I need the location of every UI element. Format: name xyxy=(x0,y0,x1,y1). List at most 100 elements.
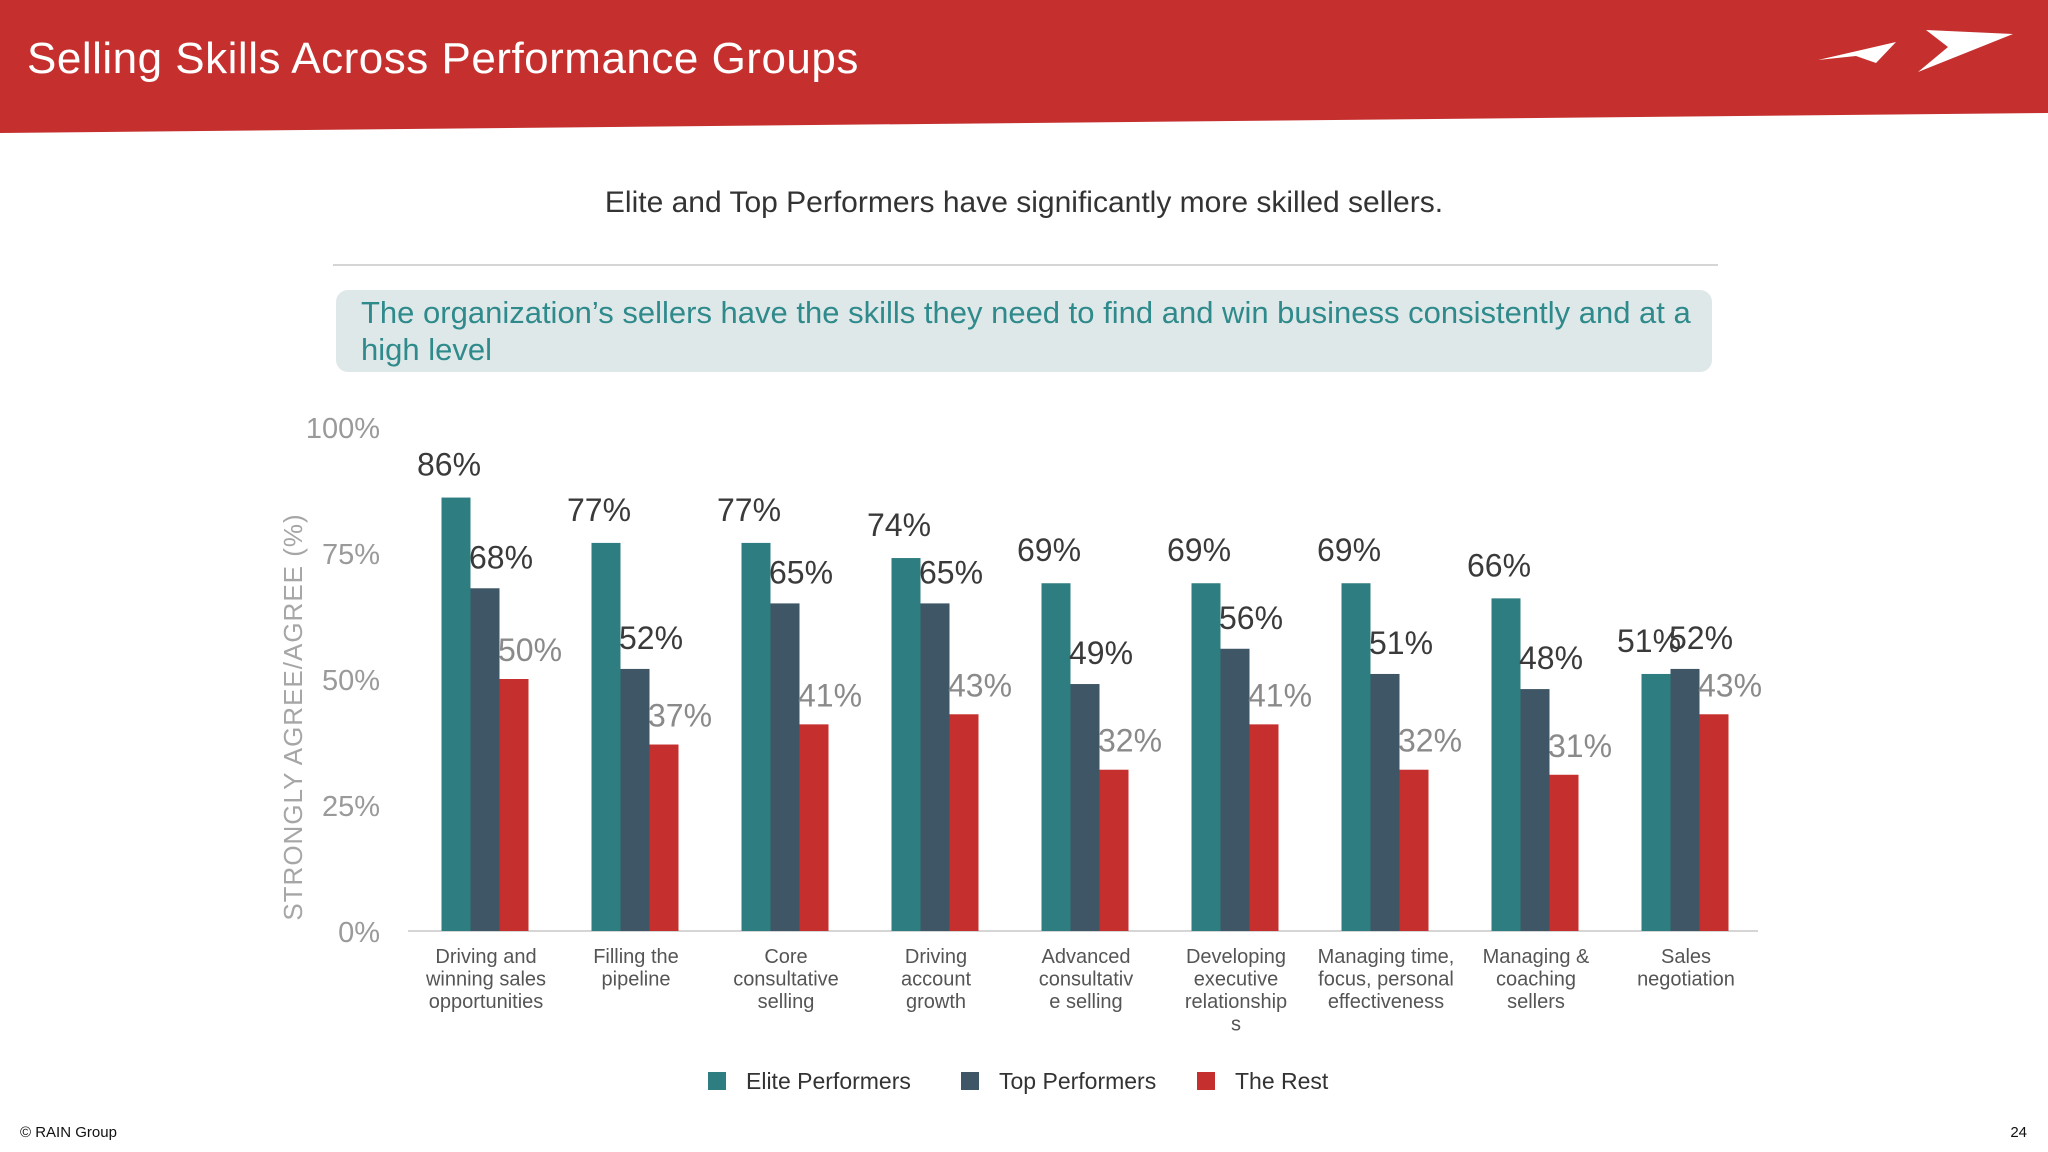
bar-top xyxy=(620,668,650,931)
x-tick-label: relationship xyxy=(1185,991,1287,1013)
legend-label-top: Top Performers xyxy=(999,1068,1157,1094)
data-label-elite: 69% xyxy=(1317,532,1381,568)
bar-rest xyxy=(499,679,529,931)
x-tick-label: growth xyxy=(906,991,966,1013)
x-tick-label: opportunities xyxy=(429,991,544,1013)
data-label-top: 52% xyxy=(619,620,683,656)
legend-swatch-rest xyxy=(1197,1072,1215,1090)
y-tick-label: 25% xyxy=(322,791,380,823)
bar-top xyxy=(1670,668,1700,931)
bar-elite xyxy=(1341,583,1371,931)
bar-top xyxy=(1520,689,1550,931)
bar-top xyxy=(470,588,500,931)
y-tick-label: 100% xyxy=(306,413,380,445)
bar-rest xyxy=(649,744,679,931)
bar-top xyxy=(1220,648,1250,931)
data-label-elite: 86% xyxy=(417,447,481,483)
data-label-elite: 77% xyxy=(567,492,631,528)
data-label-rest: 41% xyxy=(1248,677,1312,713)
x-tick-label: Advanced xyxy=(1042,946,1131,968)
x-tick-label: focus, personal xyxy=(1318,969,1454,991)
bar-top xyxy=(920,603,950,931)
bar-elite xyxy=(1491,598,1521,931)
data-label-rest: 31% xyxy=(1548,728,1612,764)
legend-swatch-elite xyxy=(708,1072,726,1090)
page-number: 24 xyxy=(2010,1124,2027,1141)
bar-elite xyxy=(591,542,621,931)
x-tick-label: Managing time, xyxy=(1318,946,1455,968)
copyright: © RAIN Group xyxy=(20,1124,117,1141)
page-title: Selling Skills Across Performance Groups xyxy=(27,34,859,83)
divider xyxy=(333,264,1718,266)
data-label-elite: 69% xyxy=(1017,532,1081,568)
bar-elite xyxy=(1191,583,1221,931)
data-label-top: 65% xyxy=(919,554,983,590)
x-tick-label: executive xyxy=(1194,969,1279,991)
x-tick-label: s xyxy=(1231,1014,1241,1036)
bar-top xyxy=(1370,673,1400,931)
legend-label-rest: The Rest xyxy=(1235,1068,1329,1094)
legend-swatch-top xyxy=(961,1072,979,1090)
x-tick-label: sellers xyxy=(1507,991,1565,1013)
data-label-elite: 51% xyxy=(1617,623,1681,659)
x-tick-label: Filling the xyxy=(593,946,679,968)
data-label-rest: 41% xyxy=(798,677,862,713)
x-tick-label: Driving xyxy=(905,946,967,968)
logo-icon xyxy=(1818,30,2013,72)
x-tick-label: Core xyxy=(764,946,807,968)
question-box: The organization’s sellers have the skil… xyxy=(336,290,1712,372)
data-label-top: 49% xyxy=(1069,635,1133,671)
x-tick-label: effectiveness xyxy=(1328,991,1444,1013)
bar-elite xyxy=(1641,673,1671,931)
data-label-rest: 32% xyxy=(1398,723,1462,759)
legend: Elite Performers Top Performers The Rest xyxy=(0,1068,2048,1098)
bar-elite xyxy=(741,542,771,931)
y-tick-label: 75% xyxy=(322,539,380,571)
x-tick-label: Managing & xyxy=(1483,946,1590,968)
data-label-rest: 43% xyxy=(948,667,1012,703)
bar-elite xyxy=(891,558,921,931)
x-tick-label: Sales xyxy=(1661,946,1711,968)
x-tick-label: account xyxy=(901,969,971,991)
x-tick-label: coaching xyxy=(1496,969,1576,991)
bar-rest xyxy=(1249,724,1279,931)
data-label-elite: 77% xyxy=(717,492,781,528)
y-axis-title: STRONGLY AGREE/AGREE (%) xyxy=(278,513,308,920)
y-tick-label: 0% xyxy=(338,917,380,949)
data-label-top: 68% xyxy=(469,539,533,575)
slide-subtitle: Elite and Top Performers have significan… xyxy=(604,186,1444,219)
x-tick-label: e selling xyxy=(1049,991,1122,1013)
x-tick-label: consultative xyxy=(733,969,839,991)
x-tick-label: Driving and xyxy=(435,946,536,968)
bar-top xyxy=(1070,684,1100,931)
bar-rest xyxy=(1549,774,1579,931)
bar-rest xyxy=(949,714,979,931)
bar-elite xyxy=(1041,583,1071,931)
data-label-elite: 69% xyxy=(1167,532,1231,568)
data-label-rest: 43% xyxy=(1698,667,1762,703)
bar-rest xyxy=(1399,769,1429,931)
data-label-top: 56% xyxy=(1219,600,1283,636)
data-label-top: 52% xyxy=(1669,620,1733,656)
bar-rest xyxy=(1699,714,1729,931)
y-tick-label: 50% xyxy=(322,665,380,697)
data-label-rest: 37% xyxy=(648,698,712,734)
data-label-elite: 74% xyxy=(867,507,931,543)
x-tick-label: consultativ xyxy=(1039,969,1134,991)
bar-rest xyxy=(1099,769,1129,931)
x-tick-label: pipeline xyxy=(602,969,671,991)
data-label-rest: 32% xyxy=(1098,723,1162,759)
x-tick-label: selling xyxy=(758,991,815,1013)
bar-elite xyxy=(441,497,471,931)
data-label-top: 65% xyxy=(769,554,833,590)
bar-rest xyxy=(799,724,829,931)
data-label-top: 51% xyxy=(1369,625,1433,661)
data-label-rest: 50% xyxy=(498,632,562,668)
x-tick-label: Developing xyxy=(1186,946,1286,968)
question-text: The organization’s sellers have the skil… xyxy=(361,295,1691,367)
bar-top xyxy=(770,603,800,931)
header-band xyxy=(0,0,2048,133)
data-label-top: 48% xyxy=(1519,640,1583,676)
x-tick-label: negotiation xyxy=(1637,969,1735,991)
